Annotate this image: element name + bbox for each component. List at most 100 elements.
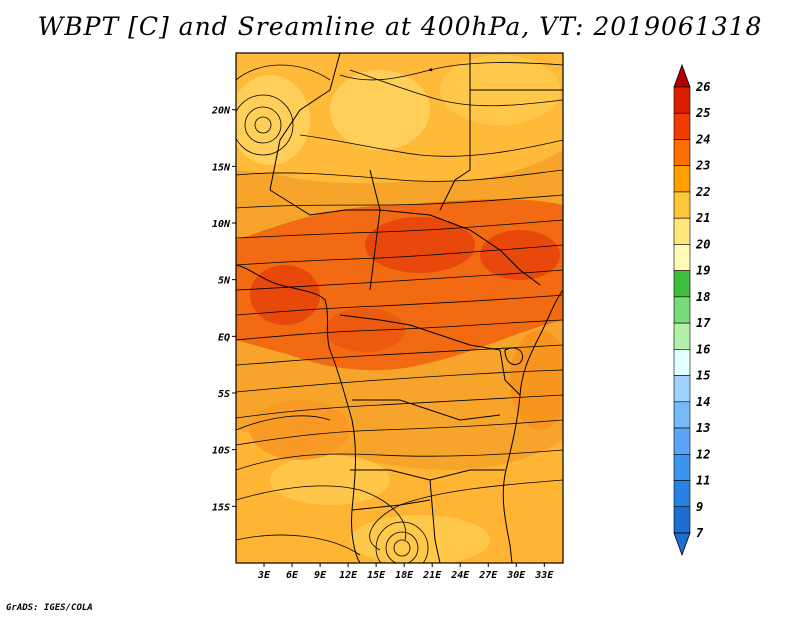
- border-line: [352, 399, 501, 421]
- streamline: [236, 194, 563, 209]
- colorbar-label: 22: [695, 185, 710, 199]
- wbpt-region-24: [365, 217, 475, 273]
- streamline: [236, 415, 331, 431]
- colorbar-swatch: [673, 401, 691, 429]
- streamline: [236, 419, 563, 446]
- map-borders: [236, 53, 563, 563]
- wbpt-region-20: [330, 70, 430, 150]
- lon-tick-label: 12E: [339, 570, 358, 581]
- colorbar-label: 19: [696, 264, 710, 278]
- colorbar-label: 17: [696, 316, 711, 330]
- streamline: [349, 69, 563, 107]
- lake-victoria: [504, 347, 524, 366]
- streamline: [236, 369, 563, 393]
- lon-tick-label: 3E: [257, 570, 271, 581]
- border-line: [429, 479, 441, 563]
- wbpt-region-20: [236, 75, 310, 165]
- colorbar-label: 26: [695, 80, 710, 94]
- streamline: [236, 294, 563, 316]
- colorbar-swatch: [673, 453, 691, 481]
- wbpt-region-24: [480, 230, 560, 280]
- colorbar-swatch: [673, 427, 691, 455]
- lon-tick-label: 21E: [422, 570, 442, 581]
- lat-tick-label: 10N: [212, 219, 231, 230]
- coastline-east-africa: [502, 289, 563, 563]
- wbpt-region-22: [510, 330, 563, 430]
- colorbar-label: 16: [696, 342, 710, 356]
- wbpt-region-24: [250, 265, 320, 325]
- colorbar-swatch: [673, 86, 691, 114]
- colorbar-label: 18: [696, 290, 710, 304]
- lon-tick-label: 24E: [450, 570, 470, 581]
- streamline: [236, 534, 361, 556]
- streamline: [236, 394, 563, 419]
- colorbar-swatch: [673, 244, 691, 271]
- lat-tick-label: 5S: [218, 389, 230, 400]
- colorbar-label: 12: [696, 447, 710, 461]
- streamline-vortex: [244, 106, 282, 144]
- border-line: [339, 314, 501, 351]
- wbpt-region-20: [350, 515, 490, 563]
- lat-tick-label: 15N: [212, 162, 231, 173]
- streamline-vortex: [393, 539, 411, 557]
- colorbar-label: 23: [695, 159, 710, 173]
- map-frame: [235, 52, 564, 564]
- lon-tick-label: 15E: [367, 570, 386, 581]
- colorbar: 7 9 11 12 13 14 15 16 17 18 19 20 21 22 23 24 25 26: [673, 63, 711, 557]
- streamline: [236, 449, 563, 471]
- border-line: [379, 209, 541, 286]
- colorbar-label: 21: [695, 211, 710, 225]
- lat-tick-label: 15S: [212, 502, 230, 513]
- wbpt-region-24: [325, 308, 405, 352]
- lon-tick-label: 9E: [314, 570, 327, 581]
- colorbar-label: 13: [696, 421, 710, 435]
- lon-tick-label: 33E: [534, 570, 554, 581]
- colorbar-max-arrow: [673, 63, 691, 88]
- lon-tick-label: 6E: [286, 570, 299, 581]
- colorbar-swatch: [673, 349, 691, 376]
- latitude-axis: 20N 15N 10N 5N EQ 5S 10S 15S: [211, 106, 236, 513]
- wbpt-field: [236, 53, 563, 563]
- streamline-vortex: [236, 94, 294, 156]
- streamline: [236, 244, 563, 266]
- lon-tick-label: 18E: [395, 570, 414, 581]
- streamline-vortex: [254, 116, 272, 134]
- colorbar-swatch: [673, 375, 691, 403]
- border-line: [269, 189, 380, 216]
- streamline-vortex: [385, 531, 419, 563]
- chart-title: WBPT [C] and Sreamline at 400hPa, VT: 20…: [37, 12, 763, 41]
- lon-tick-label: 27E: [478, 570, 498, 581]
- streamline: [369, 479, 563, 551]
- lat-tick-label: 5N: [218, 276, 231, 287]
- wbpt-region-22: [250, 400, 350, 460]
- longitude-axis: 3E 6E 9E 12E 15E 18E 21E 24E 27E 30E 33E: [257, 563, 554, 581]
- lat-tick-label: 20N: [211, 106, 231, 117]
- border-line: [439, 53, 471, 211]
- wbpt-region-23: [236, 199, 563, 371]
- streamlines: [236, 62, 563, 563]
- colorbar-label: 11: [696, 474, 710, 488]
- streamline: [236, 169, 563, 182]
- colorbar-swatch: [673, 480, 691, 508]
- streamline: [299, 134, 563, 157]
- border-line: [369, 169, 381, 291]
- colorbar-swatch: [673, 165, 691, 193]
- colorbar-swatch: [673, 217, 691, 245]
- credit-text: GrADS: IGES/COLA: [6, 603, 93, 613]
- colorbar-label: 9: [696, 500, 703, 514]
- colorbar-label: 20: [695, 237, 710, 251]
- colorbar-label: 7: [696, 526, 704, 540]
- lat-tick-label: 10S: [212, 446, 230, 457]
- border-line: [269, 53, 341, 191]
- streamline: [236, 485, 407, 541]
- colorbar-swatch: [673, 112, 691, 140]
- streamline: [236, 64, 331, 81]
- streamline: [236, 319, 563, 341]
- streamline: [236, 219, 563, 239]
- border-line: [499, 349, 521, 396]
- lon-tick-label: 30E: [506, 570, 526, 581]
- colorbar-swatch: [673, 191, 691, 219]
- wbpt-region-20: [270, 455, 390, 505]
- streamline: [236, 269, 563, 291]
